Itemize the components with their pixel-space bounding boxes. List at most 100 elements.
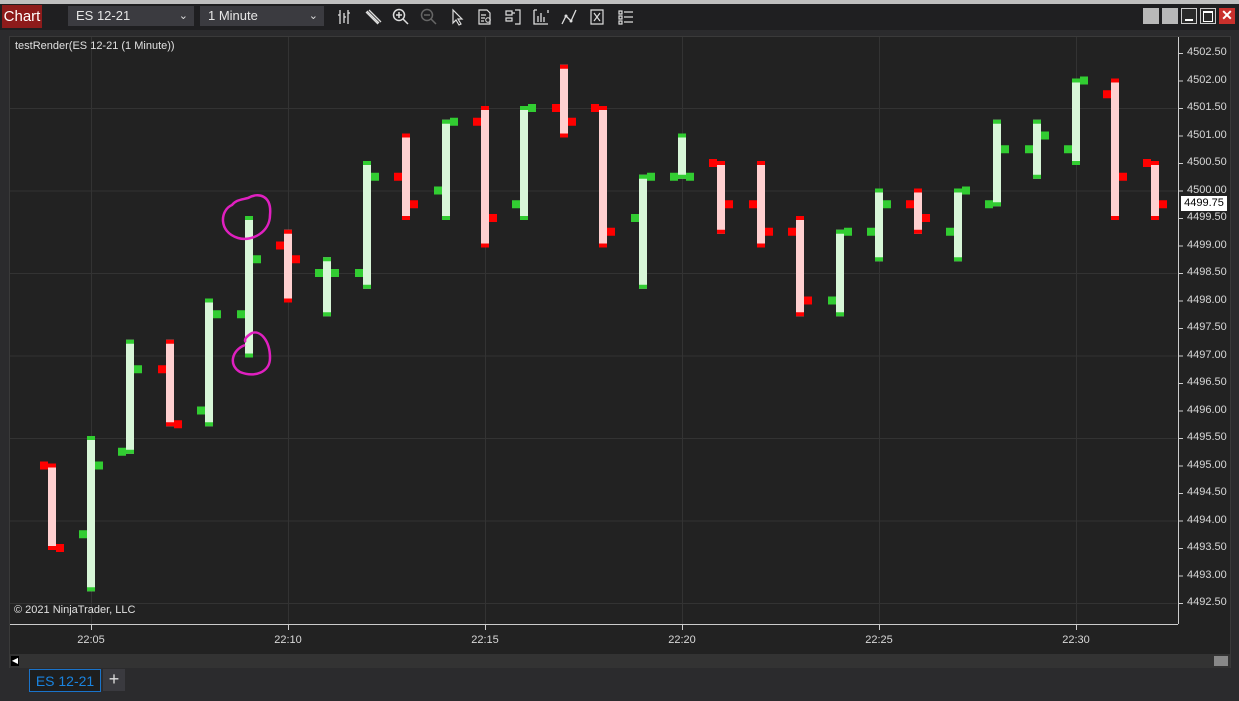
zoom-out-icon[interactable]	[419, 7, 439, 27]
ohlc-bar-high-cap	[757, 161, 765, 165]
ohlc-bar-low-cap	[442, 216, 450, 220]
ohlc-bar-high-cap	[1033, 119, 1041, 124]
indicators-icon[interactable]	[531, 7, 551, 27]
time-tick-label: 22:05	[77, 634, 105, 646]
ohlc-bar-body	[323, 257, 331, 317]
add-tab-button[interactable]: +	[103, 669, 125, 691]
ohlc-bar-body	[993, 119, 1001, 207]
price-tick-label: 4495.50	[1187, 431, 1227, 443]
horizontal-scrollbar[interactable]: ◀	[10, 654, 1230, 668]
annotation-circle-high	[221, 194, 272, 241]
ohlc-bar-low-cap	[323, 312, 331, 317]
zoom-in-icon[interactable]	[391, 7, 411, 27]
close-icon[interactable]: ✕	[1219, 8, 1235, 24]
price-tick-label: 4498.00	[1187, 293, 1227, 306]
minimize-icon[interactable]	[1181, 8, 1197, 24]
ohlc-bar-body	[836, 229, 844, 317]
templates-icon[interactable]	[503, 7, 523, 27]
drawing-tool-icon[interactable]	[363, 7, 383, 27]
ohlc-bar-high-cap	[520, 106, 528, 110]
ohlc-bar-low-cap	[717, 229, 725, 234]
data-box-icon[interactable]	[475, 7, 495, 27]
bar-type-icon[interactable]	[335, 7, 355, 27]
chevron-down-icon: ⌄	[308, 10, 318, 22]
price-tick-label: 4493.00	[1187, 568, 1227, 581]
ohlc-bar-close-tick	[883, 200, 891, 209]
ohlc-bar-close-tick	[647, 172, 655, 181]
link-icon[interactable]	[1143, 8, 1159, 24]
ohlc-bar-body	[914, 188, 922, 234]
ohlc-bar-low-cap	[48, 546, 56, 550]
ohlc-bar-body	[402, 133, 410, 220]
ohlc-bar-open-tick	[512, 200, 520, 209]
ohlc-bar-low-cap	[1151, 216, 1159, 220]
ohlc-bar-high-cap	[1072, 78, 1080, 83]
ohlc-bar-high-cap	[954, 188, 962, 193]
chart-trader-icon[interactable]	[616, 7, 636, 27]
chart-title: testRender(ES 12-21 (1 Minute))	[15, 40, 175, 52]
ohlc-bar-open-tick	[552, 104, 560, 112]
ohlc-bar-open-tick	[1103, 90, 1111, 99]
ohlc-bar-body	[560, 64, 568, 138]
ohlc-bar-high-cap	[245, 216, 253, 220]
ohlc-bar-body	[1151, 161, 1159, 220]
ohlc-bar-low-cap	[205, 422, 213, 427]
ohlc-bar-open-tick	[591, 104, 599, 112]
ohlc-bar-close-tick	[1119, 172, 1127, 181]
chevron-down-icon: ⌄	[178, 10, 188, 22]
price-tick-label: 4497.50	[1187, 321, 1227, 333]
instrument-selector[interactable]: ES 12-21 ⌄	[68, 6, 194, 26]
last-price-marker: 4499.75	[1181, 196, 1227, 211]
ohlc-bar-high-cap	[717, 161, 725, 165]
link2-icon[interactable]	[1162, 8, 1178, 24]
ohlc-bar-low-cap	[363, 284, 371, 289]
time-tick-label: 22:15	[471, 634, 499, 646]
ohlc-bar-open-tick	[1143, 159, 1151, 167]
interval-value: 1 Minute	[208, 8, 258, 23]
interval-selector[interactable]: 1 Minute ⌄	[200, 6, 324, 26]
ohlc-bar-close-tick	[134, 365, 142, 374]
ohlc-bar-high-cap	[363, 161, 371, 165]
ohlc-bar-open-tick	[749, 200, 757, 209]
ohlc-bar-low-cap	[639, 284, 647, 289]
ohlc-bar-body	[48, 463, 56, 550]
ohlc-bar-close-tick	[95, 461, 103, 470]
ohlc-bar-body	[520, 106, 528, 220]
ohlc-bar-body	[954, 188, 962, 262]
ohlc-bar-body	[757, 161, 765, 248]
ohlc-bar-high-cap	[205, 298, 213, 303]
maximize-icon[interactable]	[1200, 8, 1216, 24]
ohlc-bar-high-cap	[323, 257, 331, 262]
ohlc-bar-close-tick	[410, 200, 418, 209]
ohlc-bar-high-cap	[678, 133, 686, 138]
ohlc-bar-body	[87, 436, 95, 592]
ohlc-bar-body	[875, 188, 883, 262]
price-tick-label: 4497.00	[1187, 348, 1227, 361]
ohlc-bar-high-cap	[126, 339, 134, 344]
strategies-icon[interactable]	[559, 7, 579, 27]
scroll-left-icon[interactable]: ◀	[11, 656, 19, 666]
tab-es-12-21[interactable]: ES 12-21	[29, 669, 101, 692]
ohlc-bar-open-tick	[946, 227, 954, 236]
ohlc-bar-low-cap	[836, 312, 844, 317]
ohlc-bar-body	[481, 106, 489, 248]
price-tick-label: 4500.50	[1187, 156, 1227, 168]
ohlc-bar-open-tick	[473, 117, 481, 126]
price-tick-label: 4496.50	[1187, 376, 1227, 388]
ohlc-bar-low-cap	[954, 257, 962, 262]
chart-menu-button[interactable]: Chart	[2, 5, 42, 28]
price-tick-label: 4493.50	[1187, 541, 1227, 553]
ohlc-bar-open-tick	[985, 200, 993, 209]
ohlc-bar-low-cap	[796, 312, 804, 317]
ohlc-bar-open-tick	[1064, 145, 1072, 154]
ohlc-bar-low-cap	[520, 216, 528, 220]
pointer-icon[interactable]	[447, 7, 467, 27]
ohlc-bar-high-cap	[442, 119, 450, 124]
properties-icon[interactable]	[587, 7, 607, 27]
ohlc-bar-low-cap	[126, 449, 134, 454]
scroll-thumb[interactable]	[1214, 656, 1228, 666]
ohlc-bar-high-cap	[639, 174, 647, 179]
ohlc-bar-high-cap	[836, 229, 844, 234]
ohlc-bar-high-cap	[599, 106, 607, 110]
